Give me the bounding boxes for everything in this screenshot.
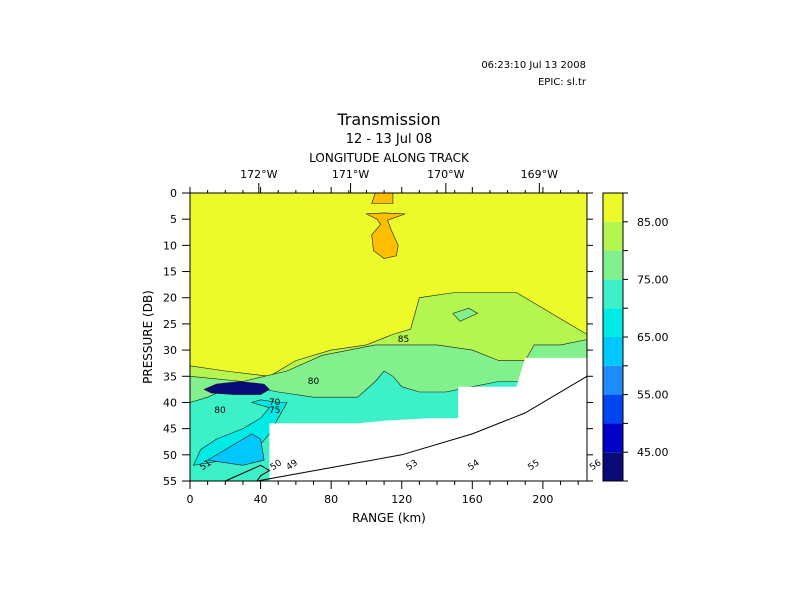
y-tick-label: 10 <box>163 239 177 252</box>
y-tick-label: 40 <box>163 396 177 409</box>
y-tick-label: 35 <box>163 370 177 383</box>
contour-label-4: 75 <box>269 406 280 416</box>
colorbar-swatch-9 <box>603 193 623 222</box>
x-tick-label: 200 <box>532 493 553 506</box>
x-axis: 0 40 80 120 160 200 <box>187 187 579 506</box>
colorbar-swatch-5 <box>603 308 623 337</box>
contour-label-2: 80 <box>214 406 226 416</box>
top-tick-label: 169°W <box>521 168 558 181</box>
colorbar-swatch-1 <box>603 423 623 453</box>
top-longitude-axis: 172°W 171°W 170°W 169°W <box>240 168 558 193</box>
y-tick-label: 30 <box>163 344 177 357</box>
contour-region-6 <box>203 381 270 395</box>
y-tick-label: 20 <box>163 292 177 305</box>
colorbar-swatch-4 <box>603 337 623 366</box>
contour-label-1: 80 <box>308 377 320 387</box>
colorbar-swatch-2 <box>603 394 623 424</box>
contour-region-2 <box>452 307 479 322</box>
colorbar: 45.00 55.00 65.00 75.00 85.00 <box>602 192 669 482</box>
y-tick-label: 15 <box>163 266 177 279</box>
colorbar-swatch-6 <box>603 279 623 309</box>
top-tick-label: 171°W <box>332 168 369 181</box>
y-tick-label: 45 <box>163 423 177 436</box>
y-tick-label: 50 <box>163 449 177 462</box>
masked-region-layer <box>269 357 587 481</box>
colorbar-swatch-7 <box>603 250 623 280</box>
y-tick-label: 55 <box>163 475 177 488</box>
y-axis: 0 5 10 15 20 25 30 35 40 45 50 55 <box>163 187 593 488</box>
masked-no-data-region <box>269 357 587 481</box>
x-tick-label: 40 <box>254 493 268 506</box>
track-label-6: 56 <box>588 458 603 473</box>
contour-region-4 <box>192 399 288 466</box>
contour-region-7 <box>371 192 394 204</box>
epic-label: EPIC: sl.tr <box>538 77 587 88</box>
x-axis-label: RANGE (km) <box>352 511 426 525</box>
y-axis-label: PRESSURE (DB) <box>141 290 155 384</box>
x-tick-label: 0 <box>187 493 194 506</box>
x-tick-label: 80 <box>324 493 338 506</box>
y-tick-label: 25 <box>163 318 177 331</box>
colorbar-tick-label: 65.00 <box>637 331 669 344</box>
top-tick-label: 172°W <box>240 168 277 181</box>
x-tick-label: 160 <box>462 493 483 506</box>
chart-subtitle: 12 - 13 Jul 08 <box>346 132 433 147</box>
plot-frame <box>189 192 588 482</box>
contour-region-5 <box>206 433 265 466</box>
top-tick-label: 170°W <box>427 168 464 181</box>
x-tick-label: 120 <box>391 493 412 506</box>
colorbar-tick-label: 45.00 <box>637 446 669 459</box>
colorbar-tick-label: 55.00 <box>637 389 669 402</box>
colorbar-swatch-8 <box>603 221 623 251</box>
colorbar-tick-label: 75.00 <box>637 273 669 286</box>
y-tick-label: 5 <box>170 213 177 226</box>
contour-region-8 <box>365 212 406 259</box>
timestamp-label: 06:23:10 Jul 13 2008 <box>481 60 586 71</box>
contour-label-0: 85 <box>398 335 409 345</box>
contour-label-3: 70 <box>269 398 281 408</box>
colorbar-swatch-3 <box>603 365 623 395</box>
top-axis-title: LONGITUDE ALONG TRACK <box>309 151 470 165</box>
y-tick-label: 0 <box>170 187 177 200</box>
colorbar-tick-label: 85.00 <box>637 216 669 229</box>
chart-title: Transmission <box>336 110 440 129</box>
colorbar-swatch-0 <box>603 452 623 481</box>
